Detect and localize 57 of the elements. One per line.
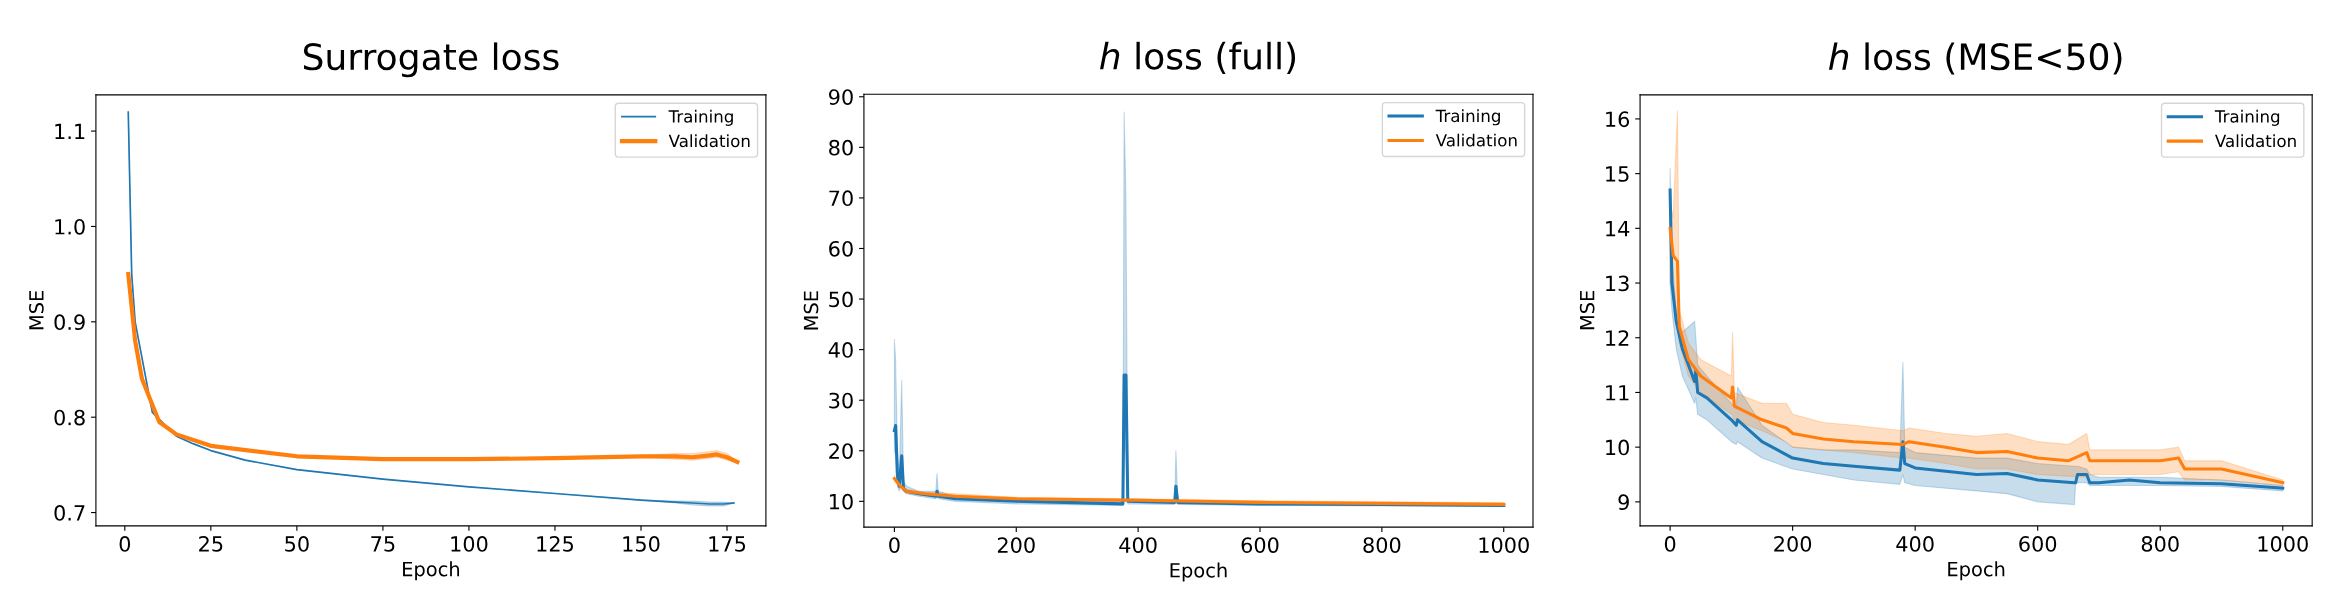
y-tick-label: 0.8 [54, 409, 85, 426]
y-tick-label: 12 [1606, 330, 1629, 346]
x-tick-label: 400 [1119, 537, 1157, 553]
y-tick-label: 10 [829, 493, 853, 510]
x-tick-label: 200 [997, 537, 1035, 553]
y-tick-label: 70 [829, 190, 853, 207]
legend-label: Training [1435, 109, 1500, 126]
y-tick-label: 1.1 [55, 123, 85, 139]
legend-label: Training [2214, 109, 2280, 126]
legend-label: Validation [1435, 133, 1517, 147]
y-tick-label: 30 [829, 392, 853, 409]
y-tick-label: 0.7 [54, 505, 85, 521]
legend-label: Validation [668, 134, 750, 148]
x-tick-label: 0 [1664, 536, 1676, 552]
y-tick-label: 20 [829, 443, 853, 459]
legend-label: Validation [2215, 134, 2296, 148]
y-axis-title: MSE [29, 290, 44, 330]
x-tick-label: 100 [451, 536, 488, 552]
y-tick-label: 0.9 [54, 314, 85, 331]
y-tick-label: 80 [829, 139, 853, 156]
x-tick-label: 150 [623, 536, 660, 552]
y-tick-label: 14 [1606, 221, 1630, 237]
y-tick-label: 40 [828, 342, 853, 358]
x-tick-label: 50 [285, 536, 309, 552]
x-tick-label: 800 [2141, 536, 2179, 552]
x-axis-title: Epoch [403, 561, 460, 581]
x-tick-label: 0 [889, 537, 900, 553]
y-tick-label: 60 [829, 240, 853, 257]
x-tick-label: 800 [1363, 537, 1401, 553]
x-tick-label: 1000 [1479, 537, 1529, 553]
x-axis-title: Epoch [1170, 562, 1227, 582]
y-tick-label: 15 [1606, 166, 1629, 182]
x-tick-label: 0 [119, 536, 131, 552]
x-tick-label: 400 [1896, 536, 1934, 552]
y-tick-label: 10 [1606, 439, 1629, 456]
chart-title: Surrogate loss [303, 42, 559, 78]
y-tick-label: 11 [1606, 385, 1629, 401]
x-tick-label: 200 [1774, 536, 1812, 552]
y-tick-label: 1.0 [55, 218, 85, 235]
y-axis-title: MSE [1579, 290, 1595, 330]
x-tick-label: 75 [371, 536, 395, 552]
x-axis-title: Epoch [1948, 561, 2005, 581]
x-tick-label: 600 [2019, 536, 2057, 552]
y-tick-label: 50 [829, 291, 853, 308]
y-tick-label: 9 [1618, 494, 1629, 511]
y-tick-label: 16 [1606, 111, 1630, 128]
legend-label: Training [668, 109, 733, 126]
x-tick-label: 600 [1241, 537, 1279, 553]
x-tick-label: 125 [537, 536, 574, 552]
x-tick-label: 25 [199, 536, 223, 552]
chart-title: ℎ loss (MSE<50) [1828, 42, 2122, 75]
x-tick-label: 175 [709, 536, 746, 552]
x-tick-label: 1000 [2258, 536, 2308, 552]
y-tick-label: 90 [829, 89, 853, 105]
chart-title: ℎ loss (full) [1100, 41, 1296, 74]
y-tick-label: 13 [1606, 275, 1629, 292]
y-axis-title: MSE [803, 291, 819, 330]
